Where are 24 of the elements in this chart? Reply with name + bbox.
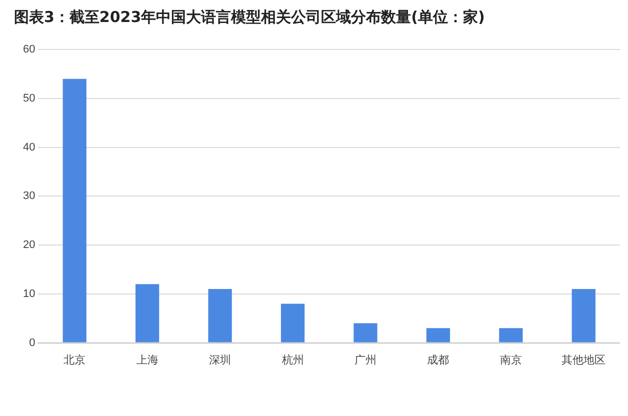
bar bbox=[280, 304, 305, 342]
bar bbox=[62, 78, 86, 342]
y-tick-label: 0 bbox=[29, 336, 36, 349]
x-tick-label: 南京 bbox=[500, 353, 522, 366]
x-tick-label: 广州 bbox=[354, 353, 376, 366]
y-tick-label: 60 bbox=[22, 44, 36, 56]
y-tick-label: 20 bbox=[22, 239, 36, 252]
x-tick-label: 杭州 bbox=[280, 353, 304, 366]
y-tick-label: 50 bbox=[22, 92, 36, 104]
chart-title: 图表3：截至2023年中国大语言模型相关公司区域分布数量(单位：家) bbox=[14, 8, 485, 27]
x-tick-label: 北京 bbox=[64, 353, 86, 366]
y-tick-label: 10 bbox=[22, 288, 36, 300]
x-tick-label: 其他地区 bbox=[562, 353, 606, 366]
x-tick-label: 成都 bbox=[427, 353, 450, 366]
bar bbox=[572, 289, 596, 342]
bar bbox=[136, 284, 160, 342]
bar bbox=[426, 328, 450, 342]
y-tick-label: 40 bbox=[22, 141, 36, 154]
bar bbox=[208, 289, 232, 342]
x-tick-label: 深圳 bbox=[209, 353, 232, 366]
bar bbox=[499, 328, 523, 342]
y-tick-label: 30 bbox=[22, 190, 36, 202]
x-tick-label: 上海 bbox=[136, 353, 158, 366]
bar bbox=[354, 323, 378, 342]
